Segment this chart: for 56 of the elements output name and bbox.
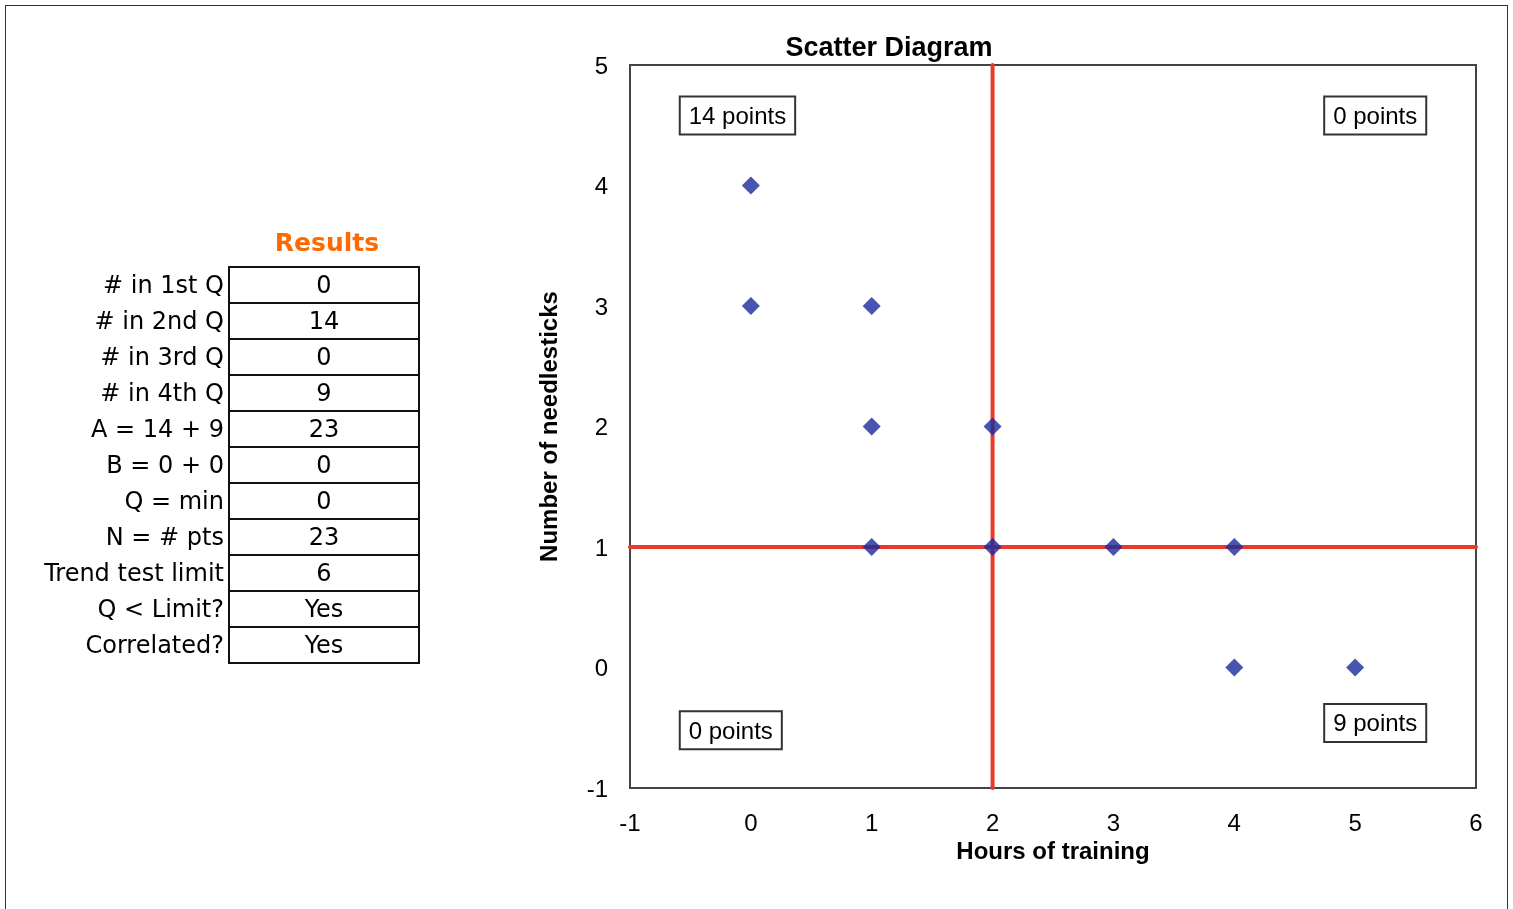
point	[741, 297, 760, 315]
category-label: Correlated?	[84, 630, 225, 661]
point	[1225, 538, 1244, 556]
x-tick-label: 3	[1106, 808, 1121, 836]
category-label: # in 1st Q	[102, 270, 225, 301]
category-label: # in 3rd Q	[99, 342, 225, 373]
x-axis-title: Hours of training	[956, 837, 1150, 865]
annotation: 14 points	[688, 102, 787, 130]
annotation: 0 points	[1333, 102, 1418, 130]
category-label: Trend test limit	[43, 558, 225, 589]
text: 14	[308, 307, 340, 335]
text: 9	[316, 379, 332, 407]
x-tick-label: -1	[619, 808, 641, 836]
point	[1346, 658, 1365, 677]
x-tick-label: 4	[1227, 808, 1241, 836]
category-label: N = # pts	[104, 522, 225, 553]
text: 23	[308, 523, 340, 551]
category-label: # in 2nd Q	[93, 306, 225, 337]
category-label: # in 4th Q	[99, 378, 225, 409]
y-tick-label: 4	[594, 172, 608, 199]
text: Results	[273, 228, 381, 257]
text: 23	[308, 415, 340, 443]
point	[1225, 658, 1244, 677]
text: Yes	[304, 595, 344, 623]
y-tick-label: 2	[594, 413, 608, 440]
category-label: Q < Limit?	[96, 594, 225, 625]
annotation: 9 points	[1333, 709, 1418, 737]
category-label: Q = min	[123, 486, 225, 517]
y-tick-label: 1	[594, 533, 608, 561]
text: 0	[316, 487, 332, 515]
point	[862, 417, 881, 436]
y-tick-label: 5	[594, 51, 608, 79]
point	[741, 176, 760, 195]
category-label: B = 0 + 0	[105, 450, 225, 481]
text: 6	[316, 559, 332, 587]
point	[1104, 538, 1123, 556]
annotation: 0 points	[688, 716, 773, 744]
chart-title: Scatter Diagram	[785, 31, 993, 62]
y-tick-label: 0	[594, 654, 608, 681]
text: 0	[316, 451, 332, 479]
point	[862, 538, 881, 556]
x-tick-label: 6	[1469, 808, 1483, 836]
y-axis-title: Number of needlesticks	[534, 291, 562, 562]
x-tick-label: 2	[985, 808, 1000, 836]
x-tick-label: 0	[744, 808, 758, 836]
point	[983, 417, 1002, 436]
x-tick-label: 1	[865, 808, 879, 836]
text: Yes	[304, 631, 344, 659]
x-tick-label: 5	[1348, 808, 1362, 836]
point	[983, 538, 1002, 556]
point	[862, 297, 881, 315]
text: 0	[316, 343, 332, 371]
text: 0	[316, 271, 332, 299]
y-tick-label: -1	[586, 774, 608, 802]
category-label: A = 14 + 9	[90, 414, 225, 445]
y-tick-label: 3	[594, 292, 608, 320]
